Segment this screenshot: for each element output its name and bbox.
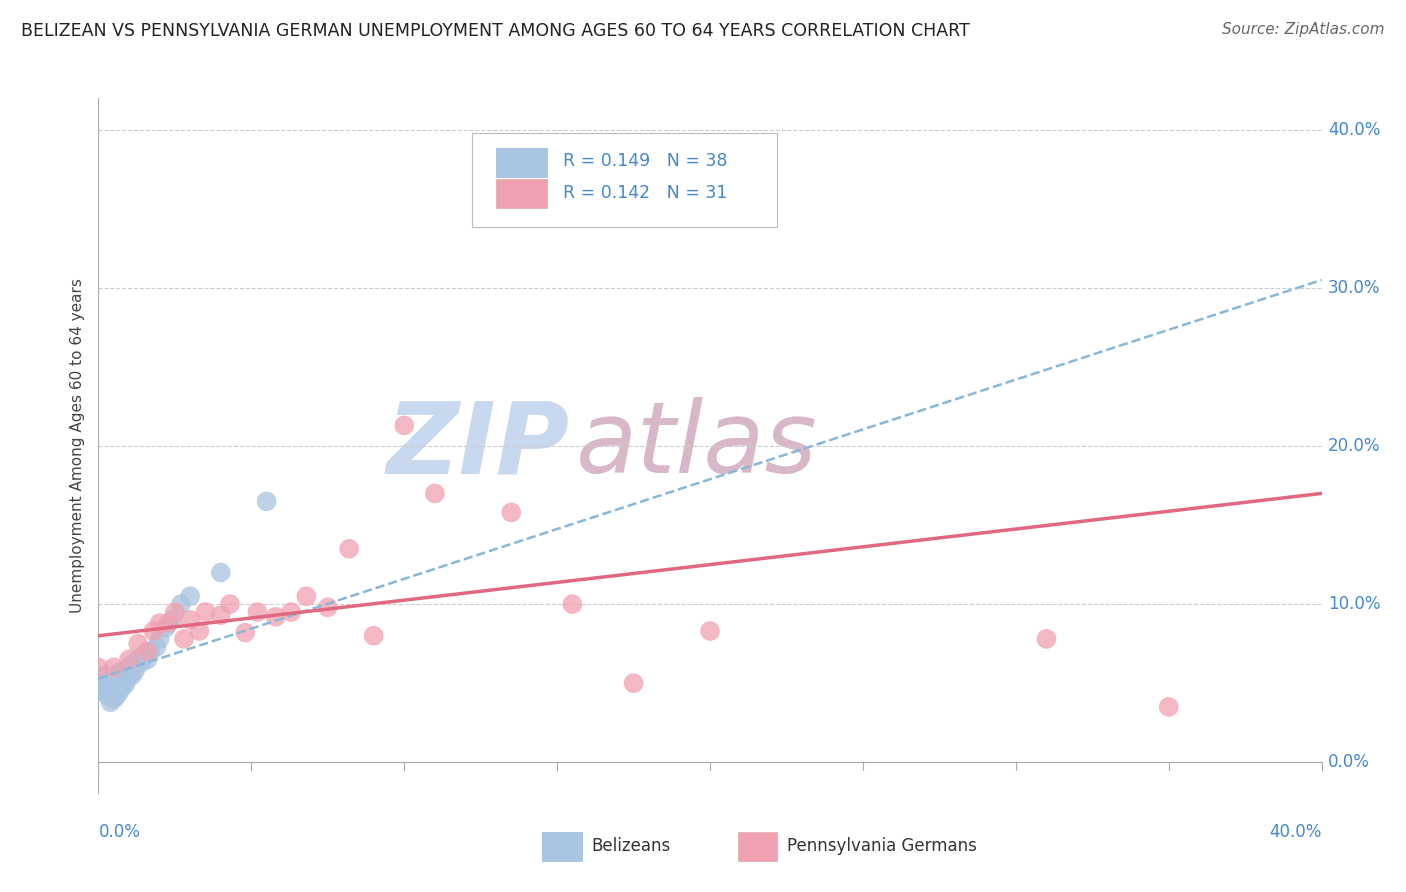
FancyBboxPatch shape xyxy=(738,832,778,862)
Point xyxy=(105,681,128,695)
Point xyxy=(149,616,172,631)
Point xyxy=(108,676,131,690)
Text: BELIZEAN VS PENNSYLVANIA GERMAN UNEMPLOYMENT AMONG AGES 60 TO 64 YEARS CORRELATI: BELIZEAN VS PENNSYLVANIA GERMAN UNEMPLOY… xyxy=(21,22,970,40)
Point xyxy=(87,676,110,690)
Text: 30.0%: 30.0% xyxy=(1327,279,1381,297)
Text: 10.0%: 10.0% xyxy=(1327,595,1381,613)
Point xyxy=(623,676,645,690)
Point xyxy=(179,613,201,627)
Point xyxy=(124,664,146,678)
Point xyxy=(337,541,360,556)
Point xyxy=(87,660,110,674)
Point xyxy=(501,505,523,519)
Text: R = 0.149   N = 38: R = 0.149 N = 38 xyxy=(564,153,728,170)
Text: R = 0.142   N = 31: R = 0.142 N = 31 xyxy=(564,184,728,202)
Point xyxy=(121,657,143,672)
Point xyxy=(561,597,583,611)
Point xyxy=(233,625,256,640)
Point xyxy=(316,600,339,615)
Point xyxy=(136,652,159,666)
Point xyxy=(142,624,165,638)
Point xyxy=(139,644,162,658)
Point xyxy=(188,624,211,638)
Point xyxy=(209,566,232,580)
Point xyxy=(363,629,385,643)
Point xyxy=(118,668,141,682)
Point xyxy=(163,605,186,619)
Point xyxy=(100,676,122,690)
Point xyxy=(97,689,120,703)
Point xyxy=(160,613,183,627)
Point xyxy=(136,644,159,658)
Point xyxy=(129,656,152,670)
Point xyxy=(127,652,149,666)
Point xyxy=(256,494,278,508)
Point xyxy=(246,605,269,619)
Text: 0.0%: 0.0% xyxy=(98,823,141,841)
Point xyxy=(280,605,302,619)
Text: 40.0%: 40.0% xyxy=(1270,823,1322,841)
FancyBboxPatch shape xyxy=(496,147,547,177)
Point xyxy=(105,672,128,686)
Point xyxy=(127,637,149,651)
Text: 20.0%: 20.0% xyxy=(1327,437,1381,455)
Point xyxy=(170,597,193,611)
Point xyxy=(1035,632,1057,646)
Point xyxy=(173,632,195,646)
Point xyxy=(121,668,143,682)
Point xyxy=(209,608,232,623)
Text: Belizeans: Belizeans xyxy=(592,837,671,855)
Point xyxy=(103,692,125,706)
FancyBboxPatch shape xyxy=(471,133,778,227)
Point xyxy=(264,609,287,624)
Point xyxy=(118,660,141,674)
Text: ZIP: ZIP xyxy=(387,398,569,494)
Point xyxy=(103,684,125,698)
Point xyxy=(108,665,131,680)
Point xyxy=(392,418,416,433)
Point xyxy=(111,668,134,682)
Text: 0.0%: 0.0% xyxy=(1327,753,1369,772)
Point xyxy=(87,684,110,698)
Point xyxy=(699,624,721,638)
Point xyxy=(118,652,141,666)
Point xyxy=(108,684,131,698)
FancyBboxPatch shape xyxy=(496,178,547,208)
Point xyxy=(149,632,172,646)
Point xyxy=(157,616,180,631)
Point xyxy=(100,687,122,701)
Point xyxy=(423,486,446,500)
Point xyxy=(97,679,120,693)
Point xyxy=(219,597,242,611)
Point xyxy=(194,605,217,619)
Point xyxy=(1157,699,1180,714)
Point xyxy=(111,679,134,693)
Point xyxy=(103,673,125,687)
Text: Pennsylvania Germans: Pennsylvania Germans xyxy=(787,837,977,855)
Point xyxy=(179,589,201,603)
FancyBboxPatch shape xyxy=(543,832,582,862)
Point xyxy=(100,695,122,709)
Point xyxy=(115,676,138,690)
Point xyxy=(105,689,128,703)
Point xyxy=(134,648,156,662)
Text: 40.0%: 40.0% xyxy=(1327,120,1381,139)
Y-axis label: Unemployment Among Ages 60 to 64 years: Unemployment Among Ages 60 to 64 years xyxy=(69,278,84,614)
Point xyxy=(93,668,115,682)
Point xyxy=(295,589,318,603)
Text: Source: ZipAtlas.com: Source: ZipAtlas.com xyxy=(1222,22,1385,37)
Point xyxy=(145,640,167,654)
Point xyxy=(155,621,177,635)
Text: atlas: atlas xyxy=(575,398,817,494)
Point xyxy=(103,660,125,674)
